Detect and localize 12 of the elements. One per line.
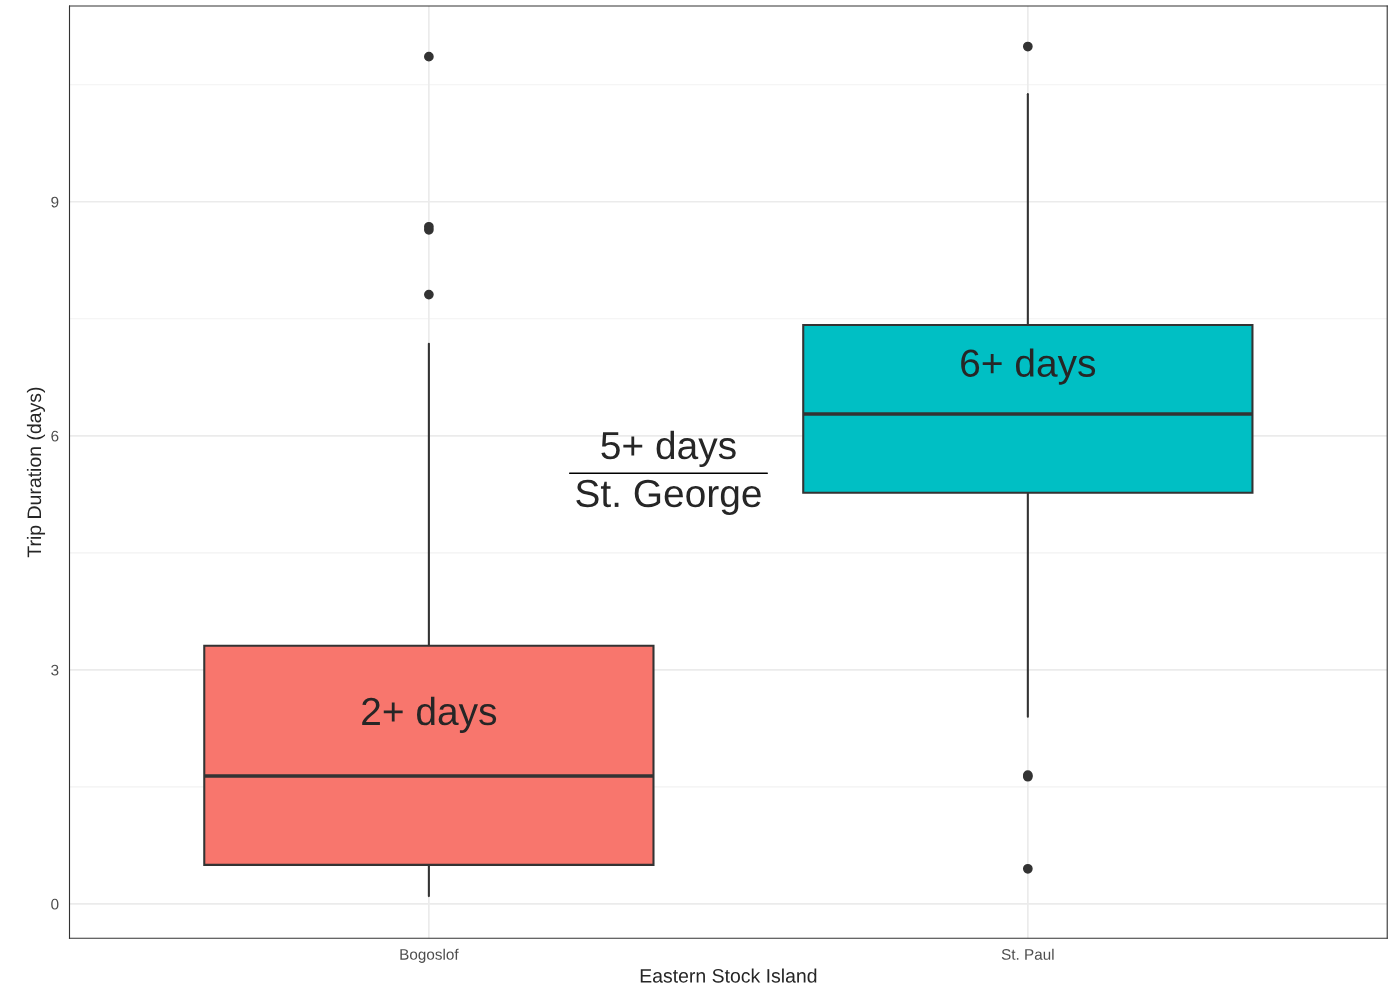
y-tick-label: 3 <box>51 664 59 676</box>
annotation: St. George <box>576 479 761 515</box>
y-tick-label: 0 <box>51 898 59 910</box>
annotation: 6+ days <box>961 348 1096 385</box>
x-axis-title: Eastern Stock Island <box>640 968 817 983</box>
annotation: 2+ days <box>362 696 497 733</box>
y-tick-label: 6 <box>51 430 59 442</box>
x-tick-label: Bogoslof <box>400 948 459 963</box>
y-axis-title: Trip Duration (days) <box>26 387 46 558</box>
y-tick-label: 9 <box>51 196 59 208</box>
annotation: 5+ days <box>601 430 736 468</box>
x-tick-label: St. Paul <box>1001 948 1054 960</box>
